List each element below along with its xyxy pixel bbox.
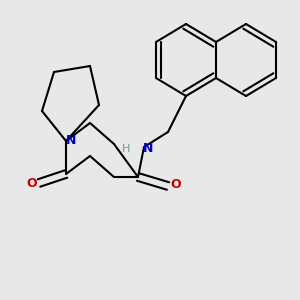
Text: H: H: [122, 143, 130, 154]
Text: N: N: [66, 134, 76, 147]
Text: O: O: [170, 178, 181, 191]
Text: O: O: [26, 177, 37, 190]
Text: N: N: [143, 142, 153, 155]
